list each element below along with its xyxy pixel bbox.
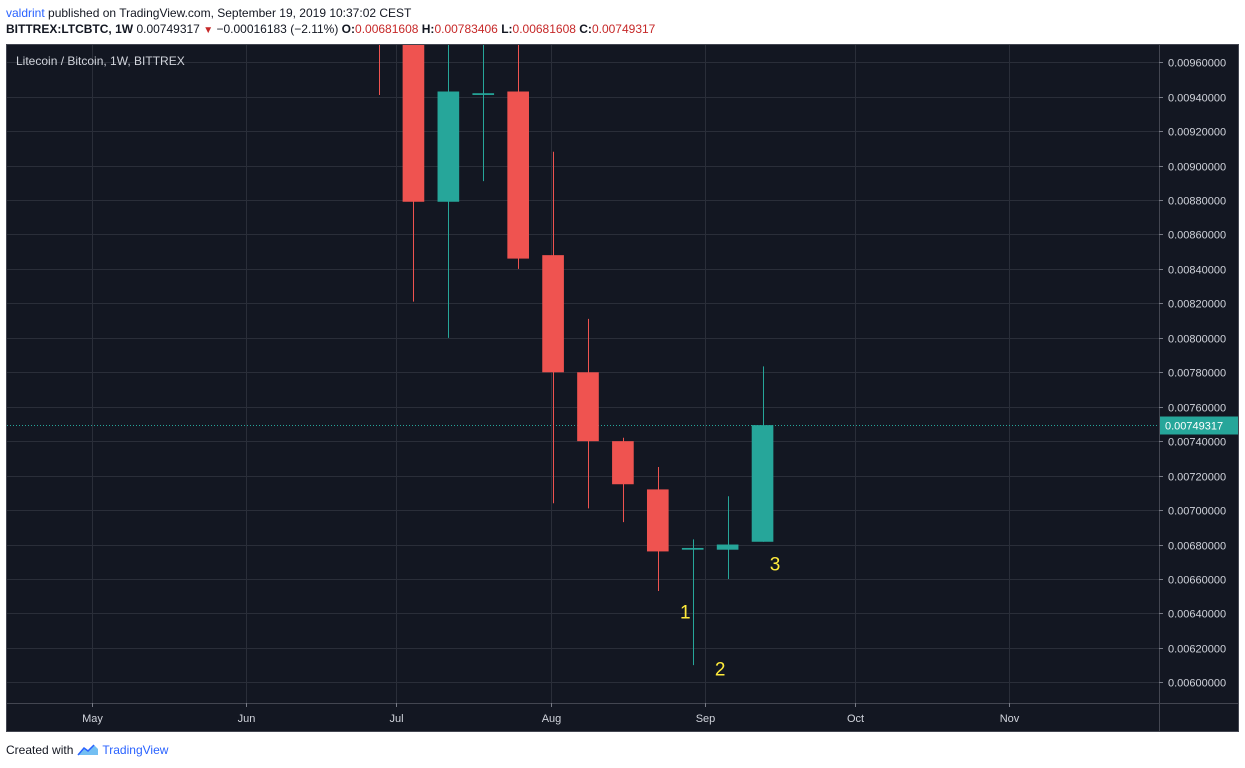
author-username[interactable]: valdrint: [6, 6, 45, 20]
candle-body: [646, 489, 669, 552]
candles-layer: [368, 45, 774, 666]
tradingview-link[interactable]: TradingView: [77, 742, 168, 758]
candle-down[interactable]: [577, 318, 599, 509]
candle-body: [542, 255, 564, 373]
open-label: O:: [341, 22, 356, 36]
candle-body: [612, 441, 634, 485]
candlestick-chart[interactable]: 0.00600000 0.00620000 0.00640000 0.00660000…: [7, 45, 1238, 731]
candle-down[interactable]: [402, 45, 425, 302]
candle-body: [437, 91, 460, 202]
footer: Created with TradingView: [6, 742, 168, 758]
candle-up[interactable]: [751, 366, 774, 542]
publish-info: valdrint published on TradingView.com, S…: [6, 5, 411, 21]
candle-down[interactable]: [612, 437, 634, 523]
wave-count-label: 3: [770, 554, 781, 575]
candle-down[interactable]: [646, 467, 669, 592]
time-tick-label: Jul: [389, 713, 403, 725]
wave-count-label: 2: [715, 659, 726, 680]
price-tick-label: 0.00640000: [1168, 609, 1226, 621]
price-tick-label: 0.00680000: [1168, 541, 1226, 553]
chart-panel[interactable]: 0.00600000 0.00620000 0.00640000 0.00660000…: [6, 44, 1239, 732]
last-price-tag: 0.00749317: [1160, 416, 1238, 435]
symbol-label: BITTREX:LTCBTC, 1W: [6, 22, 134, 36]
price-tick-label: 0.00780000: [1168, 368, 1226, 380]
close-label: C:: [579, 22, 592, 36]
last-price-badge: [1160, 416, 1238, 435]
open-value: 0.00681608: [355, 22, 419, 36]
last-price: 0.00749317: [136, 22, 200, 36]
time-tick-label: Nov: [1000, 713, 1020, 725]
price-tick-label: 0.00920000: [1168, 127, 1226, 139]
time-tick-label: Aug: [542, 713, 562, 725]
ticker-bar: BITTREX:LTCBTC, 1W 0.00749317 ▼ −0.00016…: [6, 21, 655, 39]
candle-up[interactable]: [681, 539, 704, 666]
price-tick-label: 0.00880000: [1168, 196, 1226, 208]
price-tick-label: 0.00700000: [1168, 506, 1226, 518]
candle-up[interactable]: [437, 45, 460, 338]
last-price-badge-label: 0.00749317: [1165, 421, 1223, 433]
candle-body: [472, 93, 495, 95]
candle-body: [507, 91, 529, 259]
chart-title: Litecoin / Bitcoin, 1W, BITTREX: [16, 54, 185, 68]
time-axis[interactable]: May Jun Jul Aug Sep Oct Nov: [82, 703, 1020, 725]
tradingview-logo-icon: [77, 744, 99, 756]
tradingview-brand-text: TradingView: [102, 743, 169, 757]
created-with-text: Created with: [6, 743, 74, 757]
chart-grid: [7, 45, 1159, 703]
candle-down[interactable]: [368, 45, 390, 95]
price-axis[interactable]: 0.00600000 0.00620000 0.00640000 0.00660000…: [1159, 58, 1226, 690]
candle-up[interactable]: [716, 496, 739, 579]
high-value: 0.00783406: [434, 22, 498, 36]
price-tick-label: 0.00820000: [1168, 299, 1226, 311]
time-tick-label: May: [82, 713, 103, 725]
candle-body: [716, 544, 739, 550]
high-label: H:: [421, 22, 435, 36]
time-tick-label: Sep: [696, 713, 716, 725]
price-tick-label: 0.00900000: [1168, 162, 1226, 174]
candle-body: [751, 425, 774, 542]
price-tick-label: 0.00840000: [1168, 265, 1226, 277]
time-tick-label: Oct: [847, 713, 864, 725]
down-arrow-icon: ▼: [203, 25, 214, 36]
time-tick-label: Jun: [238, 713, 256, 725]
low-label: L:: [501, 22, 513, 36]
price-tick-label: 0.00860000: [1168, 230, 1226, 242]
wave-count-label: 1: [680, 603, 691, 624]
price-change: −0.00016183 (−2.11%): [216, 22, 339, 36]
annotations-layer: 1 2 3: [680, 554, 780, 680]
price-tick-label: 0.00620000: [1168, 644, 1226, 656]
price-tick-label: 0.00660000: [1168, 575, 1226, 587]
publish-text: published on TradingView.com, September …: [48, 6, 412, 20]
price-tick-label: 0.00600000: [1168, 678, 1226, 690]
price-tick-label: 0.00720000: [1168, 472, 1226, 484]
price-tick-label: 0.00760000: [1168, 403, 1226, 415]
candle-down[interactable]: [507, 45, 529, 269]
candle-body: [402, 45, 425, 202]
candle-up[interactable]: [472, 45, 495, 182]
close-value: 0.00749317: [591, 22, 656, 36]
price-tick-label: 0.00960000: [1168, 58, 1226, 70]
candle-down[interactable]: [542, 151, 564, 504]
candle-body: [681, 547, 704, 550]
candle-body: [577, 372, 599, 442]
price-tick-label: 0.00740000: [1168, 437, 1226, 449]
price-tick-label: 0.00940000: [1168, 93, 1226, 105]
low-value: 0.00681608: [512, 22, 576, 36]
price-tick-label: 0.00800000: [1168, 334, 1226, 346]
